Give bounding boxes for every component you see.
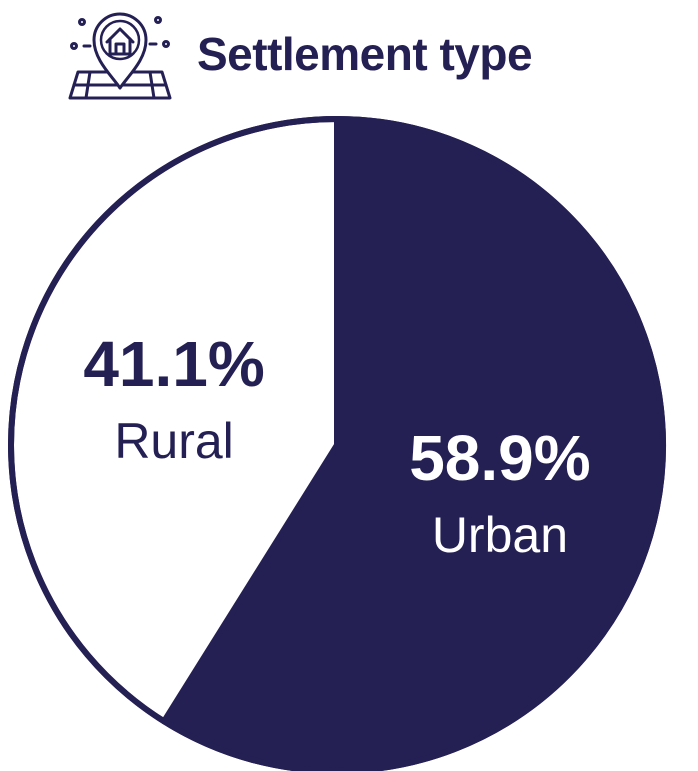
pie-outline (8, 116, 666, 771)
data-label-urban-category: Urban (432, 507, 568, 563)
data-label-urban-percent: 58.9% (409, 422, 590, 494)
house-location-pin-icon (68, 12, 172, 100)
data-label-rural-category: Rural (114, 413, 233, 469)
pie-chart: 58.9% Urban 41.1% Rural (8, 116, 666, 771)
chart-header: Settlement type (60, 0, 660, 105)
pie-labels: 58.9% Urban 41.1% Rural (83, 328, 590, 563)
data-label-rural-percent: 41.1% (83, 328, 264, 400)
chart-title: Settlement type (197, 28, 533, 80)
